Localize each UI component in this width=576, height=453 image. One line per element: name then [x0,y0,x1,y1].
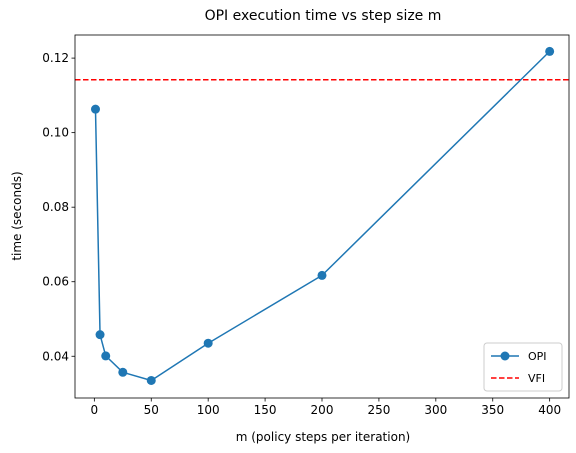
x-tick-label: 0 [91,403,99,417]
x-tick-label: 300 [424,403,447,417]
legend-opi-label: OPI [528,350,547,363]
y-tick-label: 0.04 [42,349,69,363]
opi-point [146,375,156,385]
x-tick-label: 350 [481,403,504,417]
opi-point [95,330,105,340]
x-tick-label: 200 [311,403,334,417]
legend-box [483,342,563,392]
y-axis-label: time (seconds) [10,171,24,260]
chart-title: OPI execution time vs step size m [205,8,442,24]
y-tick-label: 0.12 [42,51,69,65]
axes-layer: 0 50 100 150 200 250 300 350 400 0.04 0.06 0.08 0.10… [42,34,570,417]
opi-point [203,338,213,348]
plot-area [75,35,569,398]
legend-opi-marker [500,351,510,361]
opi-point [545,46,555,56]
legend: OPI VFI [483,342,563,392]
y-tick-label: 0.10 [42,126,69,140]
x-tick-label: 250 [367,403,390,417]
x-tick-label: 50 [144,403,159,417]
x-tick-label: 400 [538,403,561,417]
x-tick-label: 150 [254,403,277,417]
opi-point [317,270,327,280]
series-layer [75,46,569,385]
opi-point [90,104,100,114]
legend-vfi-label: VFI [528,372,545,385]
x-axis-label: m (policy steps per iteration) [236,430,410,444]
opi-point [101,351,111,361]
x-tick-label: 100 [197,403,220,417]
y-tick-label: 0.08 [42,200,69,214]
y-tick-label: 0.06 [42,275,69,289]
opi-point [118,367,128,377]
